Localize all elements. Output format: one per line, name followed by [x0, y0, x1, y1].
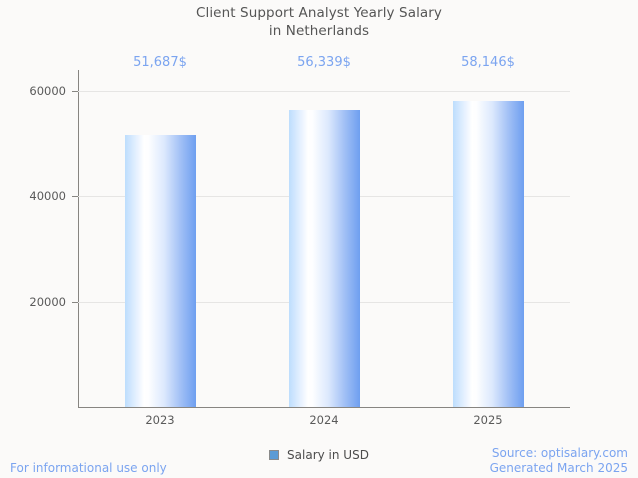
chart-title: Client Support Analyst Yearly Salary in … [0, 4, 638, 40]
x-tick-label-2024: 2024 [309, 413, 339, 427]
y-tick-mark [72, 91, 78, 93]
source-label: Source: optisalary.com [491, 446, 628, 460]
x-tick-label-2025: 2025 [473, 413, 503, 427]
legend-item-salary[interactable]: Salary in USD [269, 448, 369, 462]
bar-2025[interactable] [452, 100, 524, 407]
x-axis-line [78, 407, 570, 408]
informational-note: For informational use only [10, 461, 167, 475]
y-tick-label: 40000 [29, 189, 66, 204]
gridline [78, 91, 570, 93]
y-tick-mark [72, 301, 78, 303]
chart-title-line-1: Client Support Analyst Yearly Salary [195, 5, 443, 21]
y-tick-mark [72, 196, 78, 198]
bar-value-label-2025: 58,146$ [461, 55, 515, 70]
legend-swatch-icon [269, 450, 280, 460]
y-axis-line [78, 70, 79, 408]
chart-title-line-2: in Netherlands [268, 23, 370, 39]
y-tick-label: 20000 [29, 294, 66, 309]
x-tick-label-2023: 2023 [145, 413, 175, 427]
bar-value-label-2023: 51,687$ [133, 55, 187, 70]
bar-2024[interactable] [288, 110, 360, 407]
legend-item-label: Salary in USD [287, 448, 369, 462]
source-block: Source: optisalary.com Generated March 2… [490, 446, 628, 476]
bar-value-label-2024: 56,339$ [297, 55, 351, 70]
plot-area [78, 70, 570, 407]
y-tick-label: 60000 [29, 84, 66, 99]
generated-label: Generated March 2025 [489, 461, 628, 475]
bar-2023[interactable] [124, 134, 196, 407]
chart-legend: Salary in USD [0, 448, 638, 462]
